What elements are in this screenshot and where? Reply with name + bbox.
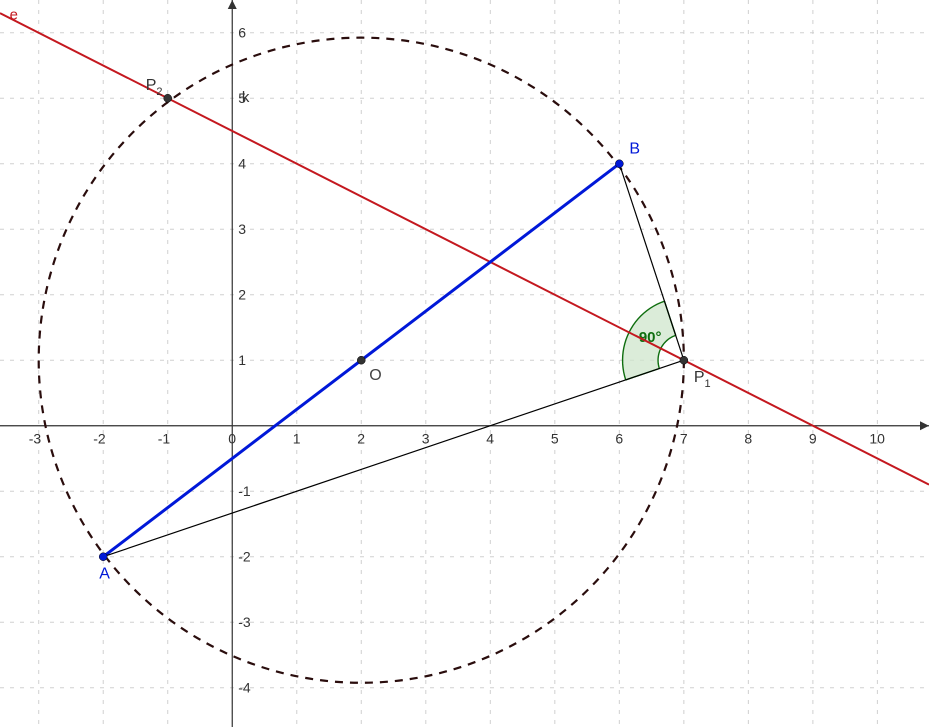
point-B [615, 160, 623, 168]
y-tick-label: 4 [238, 156, 246, 172]
y-tick-label: 3 [238, 221, 246, 237]
x-tick-label: -1 [158, 431, 171, 447]
y-tick-label: 6 [238, 25, 246, 41]
y-tick-label: 2 [238, 287, 246, 303]
x-axis-arrow [920, 421, 929, 430]
x-tick-label: -3 [29, 431, 42, 447]
x-tick-label: -2 [93, 431, 106, 447]
y-tick-label: -1 [238, 483, 251, 499]
point-P1 [680, 356, 688, 364]
geometry-plot: -3-2-1012345678910-4-3-2-112345690°eOABP… [0, 0, 929, 727]
y-tick-label: -2 [238, 549, 251, 565]
point-label-O: O [369, 367, 381, 384]
x-tick-label: 1 [293, 431, 301, 447]
line-e [0, 13, 929, 485]
point-A [99, 553, 107, 561]
point-label-B: B [629, 141, 640, 158]
y-axis-arrow [228, 0, 237, 9]
segment-AP1 [103, 360, 684, 556]
x-tick-label: 4 [486, 431, 494, 447]
line-e-label: e [10, 7, 18, 24]
point-O [357, 356, 365, 364]
x-tick-label: 10 [869, 431, 885, 447]
x-tick-label: 5 [551, 431, 559, 447]
x-tick-label: 9 [809, 431, 817, 447]
point-P2 [164, 94, 172, 102]
y-tick-label: 1 [238, 352, 246, 368]
y-tick-label: -3 [238, 614, 251, 630]
y-tick-label: -4 [238, 680, 251, 696]
point-label-P2: P2 [146, 77, 163, 98]
circle-k-label: k [242, 89, 250, 106]
x-tick-label: 3 [422, 431, 430, 447]
x-tick-label: 8 [744, 431, 752, 447]
x-tick-label: 6 [615, 431, 623, 447]
point-label-A: A [99, 566, 110, 583]
x-tick-label: 7 [680, 431, 688, 447]
x-tick-label: 2 [357, 431, 365, 447]
x-tick-label: 0 [228, 431, 236, 447]
